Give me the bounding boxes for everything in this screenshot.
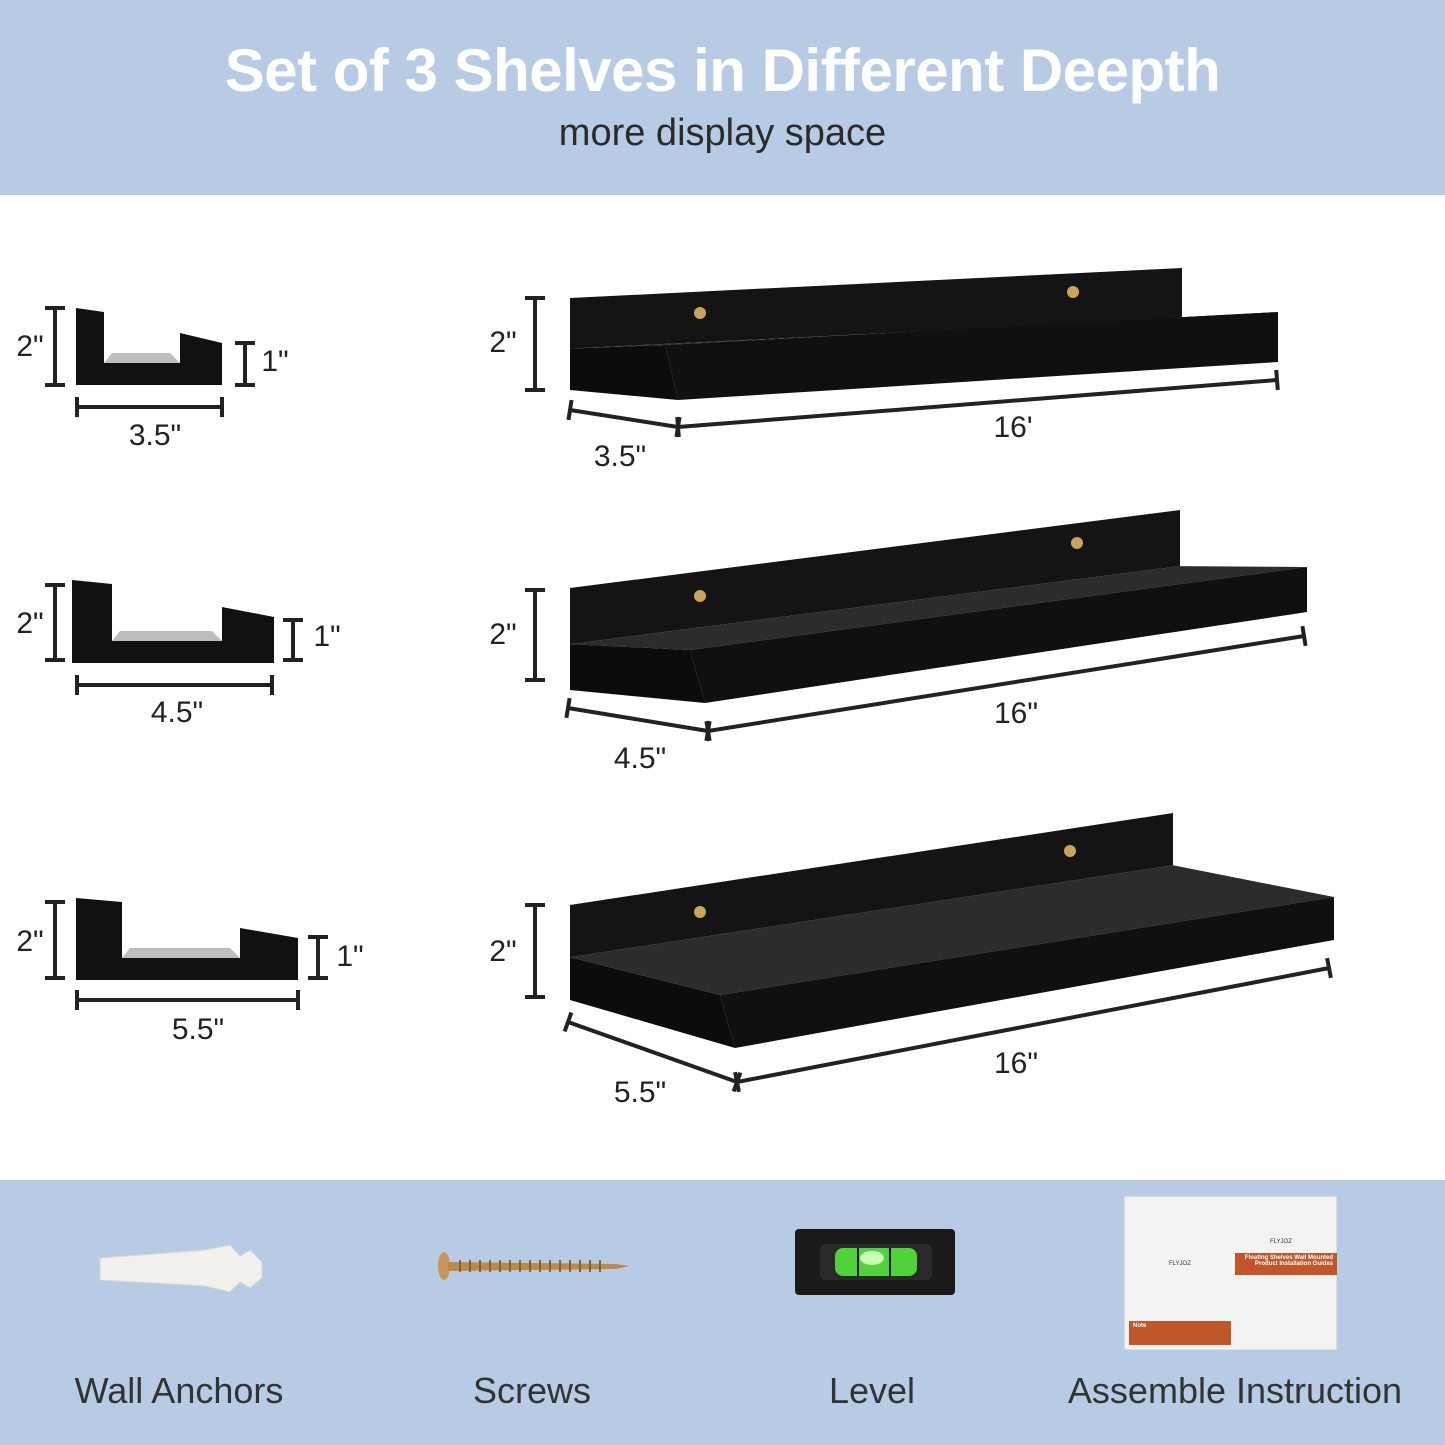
height-label-3d: 2" [489,935,517,968]
page-title: Set of 3 Shelves in Different Deepth [224,37,1221,104]
length-label: 16" [993,697,1039,730]
length-dimension [677,378,1278,429]
shelf-front-lip [690,567,1307,703]
shelf-back-panel [570,268,1182,349]
page-subtitle: more display space [558,112,887,154]
shelf-end [570,588,705,703]
shelf-front-lip [720,897,1334,1048]
height-label: 2" [16,330,44,363]
booklet-title: Floating Shelves Wall Mounted [1244,1255,1333,1261]
accessory-label-instruction: Assemble Instruction [1067,1370,1403,1411]
height-label-3d: 2" [489,618,517,651]
depth-dimension-3d-tick [566,399,574,421]
wall-anchor-icon [99,1244,263,1293]
screw-icon [438,1252,630,1280]
length-label: 16' [993,411,1033,444]
accessory-label-screws: Screws [472,1370,592,1411]
booklet-note-label: Note [1133,1323,1147,1329]
depth-dimension-3d-tick [562,1011,574,1033]
depth-label-3d: 3.5" [593,440,647,473]
level-icon [795,1229,955,1295]
height-label: 2" [16,925,44,958]
height-label-3d: 2" [489,326,517,359]
booklet-note: Note [1129,1321,1231,1345]
screw-head [694,307,706,319]
shelf-back-panel [570,813,1173,958]
depth-label-3d: 5.5" [613,1076,667,1109]
shelf-profile [76,308,222,385]
depth-label-3d: 4.5" [613,742,667,775]
length-dimension [707,634,1305,733]
length-dimension [736,966,1330,1084]
shelf-profile [76,898,298,980]
screw-head [1067,286,1079,298]
lip-label: 1" [261,345,289,378]
shelf-floor [570,566,1307,650]
depth-label: 5.5" [171,1013,225,1046]
length-dimension-tick [675,416,681,438]
screw-head [694,590,706,602]
length-dimension-tick [704,720,712,742]
screw-head [694,906,706,918]
instruction-booklet-icon: FLYJOZ FLYJOZ Floating Shelves Wall Moun… [1124,1196,1337,1350]
shelf-profile-floor [122,948,240,958]
shelf-end [570,905,735,1048]
shelf-profile-floor [104,353,180,363]
shelf-back-panel [570,510,1180,645]
screw-head [1071,537,1083,549]
shelf-front-lip [665,312,1278,400]
lip-label: 1" [313,620,341,653]
accessory-label-level: Level [828,1370,916,1411]
booklet-brand: FLYJOZ [1270,1239,1292,1245]
lip-label: 1" [336,940,364,973]
shelf-floor [570,865,1334,995]
shelf-profile [72,580,274,663]
booklet-title-band: Floating Shelves Wall Mounted Product In… [1235,1253,1337,1275]
booklet-subtitle: Product Installation Guides [1254,1261,1333,1267]
depth-dimension-3d [567,706,709,733]
depth-dimension-3d [569,408,679,429]
accessory-label-wall-anchors: Wall Anchors [74,1370,284,1411]
length-dimension-tick [1274,369,1280,391]
length-dimension-tick [1300,625,1308,647]
length-dimension-tick [733,1071,741,1093]
screw-head [1064,845,1076,857]
depth-dimension-3d-tick [564,697,572,719]
depth-label: 3.5" [128,419,182,452]
booklet-brand: FLYJOZ [1169,1261,1191,1267]
shelf-profile-floor [112,631,222,641]
height-label: 2" [16,607,44,640]
length-dimension-tick [1325,957,1333,979]
depth-dimension-3d [567,1020,738,1084]
shelf-end [570,298,678,400]
header-banner: Set of 3 Shelves in Different Deepth mor… [0,0,1445,195]
length-label: 16" [993,1047,1039,1080]
depth-label: 4.5" [150,696,204,729]
